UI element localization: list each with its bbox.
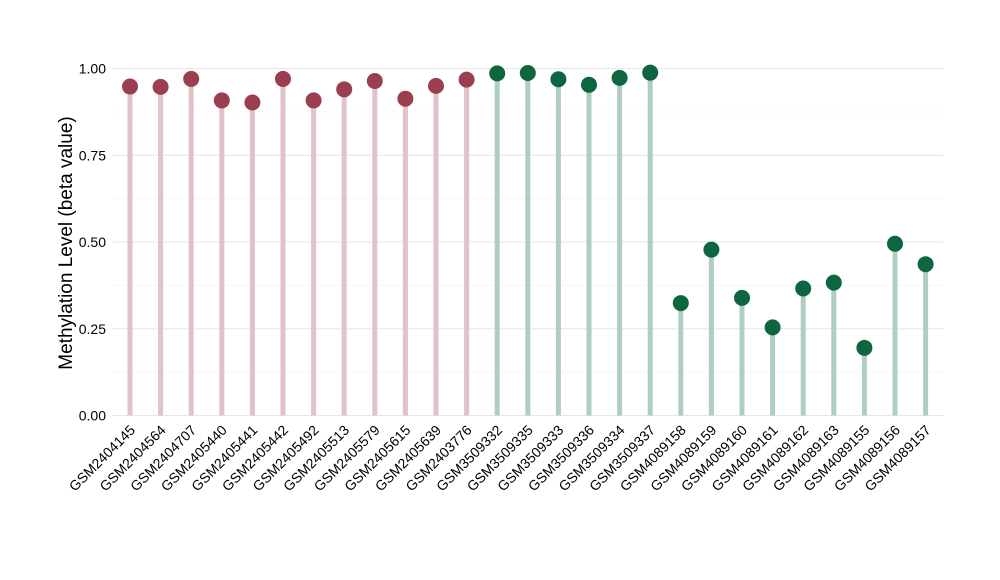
point-GSM3509332: [489, 65, 506, 82]
point-GSM4089159: [703, 241, 720, 258]
y-tick-label: 0.00: [79, 408, 106, 424]
point-GSM4089161: [764, 319, 781, 336]
point-GSM3509337: [642, 64, 659, 81]
y-axis-ticks: 0.00 0.25 0.50 0.75 1.00: [79, 61, 106, 424]
point-GSM4089155: [856, 339, 873, 356]
point-GSM2405441: [244, 94, 261, 111]
point-GSM3509334: [611, 69, 628, 86]
y-tick-label: 0.50: [79, 234, 106, 250]
point-GSM2405513: [336, 81, 353, 98]
point-GSM2405639: [428, 77, 444, 94]
point-GSM2405615: [397, 90, 414, 107]
points: [122, 64, 934, 356]
x-axis-ticks: GSM2404145GSM2404564GSM2404707GSM2405440…: [66, 422, 934, 495]
point-GSM4089156: [887, 235, 903, 252]
point-GSM2404145: [122, 78, 138, 95]
point-GSM4089162: [795, 280, 812, 297]
point-GSM3509335: [519, 65, 536, 82]
point-GSM2403776: [458, 71, 475, 88]
point-GSM2405440: [213, 92, 230, 109]
y-tick-label: 1.00: [79, 61, 106, 77]
y-tick-label: 0.25: [79, 321, 106, 337]
y-axis-title: Methylation Level (beta value): [56, 116, 77, 369]
point-GSM2405442: [275, 70, 291, 87]
point-GSM2405492: [305, 92, 322, 109]
point-GSM3509336: [581, 76, 597, 93]
point-GSM4089158: [672, 295, 689, 312]
point-GSM3509333: [550, 71, 567, 88]
stems: [127, 72, 929, 416]
point-GSM4089157: [917, 256, 934, 273]
point-GSM2405579: [366, 72, 383, 89]
point-GSM2404564: [152, 78, 169, 95]
point-GSM4089160: [734, 289, 750, 306]
y-tick-label: 0.75: [79, 147, 106, 163]
point-GSM2404707: [183, 70, 200, 87]
point-GSM4089163: [825, 274, 842, 291]
